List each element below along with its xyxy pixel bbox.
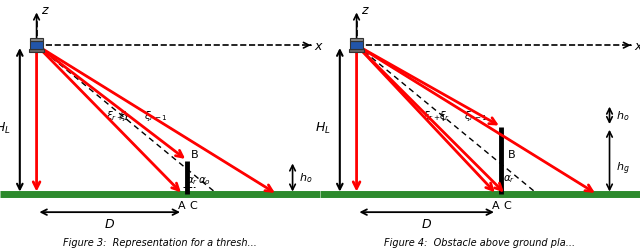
- Text: $\xi_{r+1}$: $\xi_{r+1}$: [423, 108, 447, 122]
- Text: $H_L$: $H_L$: [315, 120, 331, 135]
- Text: $\xi_r$: $\xi_r$: [439, 108, 450, 122]
- Bar: [350, 42, 364, 50]
- Text: $\alpha_r$: $\alpha_r$: [186, 174, 198, 186]
- Text: C: C: [189, 200, 197, 210]
- Text: $\alpha_o$: $\alpha_o$: [198, 174, 211, 186]
- Text: Figure 3:  Representation for a thresh...: Figure 3: Representation for a thresh...: [63, 238, 257, 248]
- Text: B: B: [191, 149, 198, 159]
- Text: A: A: [492, 200, 499, 210]
- Text: $\xi_{r-1}$: $\xi_{r-1}$: [144, 108, 168, 122]
- Text: $\alpha_r$: $\alpha_r$: [503, 172, 515, 184]
- Bar: [349, 50, 365, 52]
- Text: $\xi_{r-1}$: $\xi_{r-1}$: [464, 108, 488, 122]
- Bar: [30, 42, 44, 50]
- Text: $x$: $x$: [634, 40, 640, 52]
- Text: $D$: $D$: [421, 218, 432, 230]
- Text: $z$: $z$: [41, 4, 50, 17]
- Bar: [30, 39, 44, 42]
- Text: $h_o$: $h_o$: [299, 171, 312, 185]
- Text: $D$: $D$: [104, 218, 115, 230]
- Text: $\xi_{r+1}$: $\xi_{r+1}$: [106, 108, 129, 122]
- Bar: [350, 39, 364, 42]
- Text: $h_o$: $h_o$: [616, 109, 629, 123]
- Text: $h_g$: $h_g$: [616, 160, 629, 176]
- Text: C: C: [504, 200, 511, 210]
- Text: $z$: $z$: [361, 4, 370, 17]
- Text: $x$: $x$: [314, 40, 324, 52]
- Text: Figure 4:  Obstacle above ground pla...: Figure 4: Obstacle above ground pla...: [385, 238, 575, 248]
- Text: A: A: [177, 200, 185, 210]
- Text: B: B: [508, 149, 515, 159]
- Text: $H_L$: $H_L$: [0, 120, 11, 135]
- Text: $\xi_r$: $\xi_r$: [119, 108, 130, 122]
- Bar: [29, 50, 45, 52]
